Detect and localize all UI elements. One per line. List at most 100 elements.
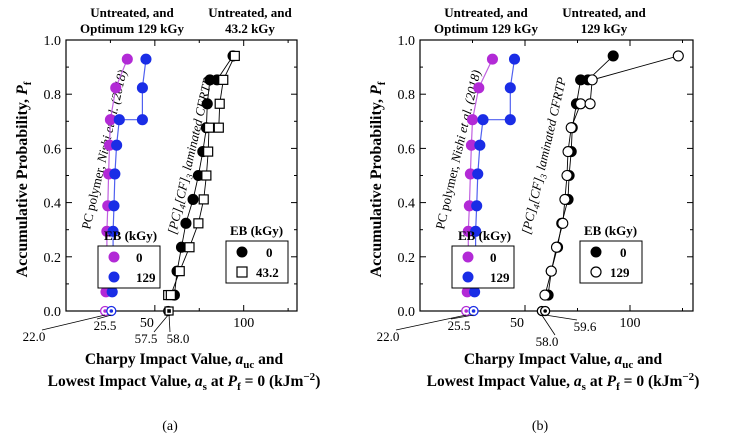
lowest-value-marker-dot: [543, 309, 547, 313]
legend-label: 0: [620, 245, 627, 260]
data-point: [193, 218, 204, 229]
top-label-left: Optimum 129 kGy: [434, 21, 539, 36]
y-axis-label: Accumulative Probability, Pf: [14, 81, 34, 277]
y-tick-label: 0.8: [398, 88, 416, 103]
data-point: [545, 265, 557, 277]
leader-line: [450, 314, 474, 320]
data-point: [121, 53, 133, 65]
y-tick-label: 0.6: [398, 142, 416, 157]
legend-title: EB (kGy): [104, 228, 157, 243]
x-axis-label-line1: Charpy Impact Value, auc and: [464, 351, 663, 371]
legend-marker: [108, 251, 120, 263]
legend-marker: [462, 271, 474, 283]
top-label-left: Untreated, and: [444, 5, 528, 20]
data-point: [504, 82, 516, 94]
top-label-right: 129 kGy: [581, 21, 628, 36]
x-axis-label-line2: Lowest Impact Value, as at Pf = 0 (kJm−2…: [427, 371, 700, 393]
y-axis-label: Accumulative Probability, Pf: [368, 81, 388, 277]
top-label-right: 43.2 kGy: [225, 21, 275, 36]
legend-label: 129: [136, 270, 156, 285]
leader-line: [96, 314, 112, 320]
data-point: [214, 98, 225, 109]
legend-marker: [590, 246, 602, 258]
data-point: [557, 217, 569, 229]
data-point: [470, 225, 482, 237]
data-point: [559, 193, 571, 205]
x-tick-label: 50: [140, 316, 154, 331]
legend-label: 0: [490, 250, 497, 265]
legend-box: [579, 240, 643, 284]
data-point: [113, 114, 125, 126]
data-point: [108, 200, 120, 212]
data-point: [550, 241, 563, 253]
data-point: [466, 114, 479, 126]
y-tick-label: 0.0: [44, 305, 62, 320]
data-point: [584, 98, 596, 110]
leader-line: [153, 314, 169, 333]
legend-marker: [236, 246, 248, 258]
legend-title: EB (kGy): [230, 223, 283, 238]
data-point: [165, 289, 176, 301]
lowest-value-label: 22.0: [377, 329, 400, 344]
top-label-left: Optimum 129 kGy: [80, 21, 185, 36]
data-point: [473, 82, 485, 94]
legend-marker: [108, 271, 120, 283]
data-point: [184, 242, 195, 253]
lowest-value-label: 59.6: [574, 319, 597, 334]
data-point: [565, 122, 577, 134]
y-tick-label: 0.6: [44, 142, 62, 157]
legend-marker: [236, 266, 248, 278]
lowest-value-label: 25.5: [94, 318, 117, 333]
data-point: [107, 225, 119, 237]
data-point: [562, 146, 574, 158]
x-tick-label: 100: [233, 316, 254, 331]
y-tick-label: 1.0: [44, 34, 62, 49]
lowest-value-marker-dot: [103, 309, 107, 313]
lowest-value-marker-dot: [471, 309, 476, 313]
data-point: [504, 114, 516, 126]
data-point: [575, 98, 587, 110]
data-point: [136, 82, 148, 94]
x-axis-label-line1: Charpy Impact Value, auc and: [85, 351, 284, 371]
lowest-value-label: 25.5: [448, 318, 471, 333]
legend-label: 129: [490, 270, 510, 285]
data-point: [539, 289, 551, 301]
data-point: [229, 50, 240, 62]
legend-marker: [590, 266, 602, 278]
legend-box: [225, 240, 289, 284]
data-point: [174, 266, 185, 277]
panel-b: 0.0 0.2 0.4 0.6 0.8 1.0 50 100 Accumulative Prob…: [368, 5, 699, 434]
leader-line: [541, 314, 556, 336]
data-point: [201, 170, 212, 181]
legend-label: 0: [136, 250, 143, 265]
leader-line: [168, 314, 171, 333]
lowest-value-label: 58.0: [167, 331, 190, 346]
data-point: [203, 122, 215, 133]
leader-line: [545, 314, 578, 321]
x-axis-label-line2: Lowest Impact Value, as at Pf = 0 (kJm−2…: [48, 371, 321, 393]
data-point: [198, 194, 209, 205]
legend-label: 0: [266, 245, 273, 260]
lowest-value-marker-dot: [109, 309, 114, 313]
data-point: [203, 146, 214, 157]
leader-line: [41, 314, 106, 331]
legend-title: EB (kGy): [584, 223, 637, 238]
y-tick-label: 0.4: [44, 197, 62, 212]
data-point: [140, 53, 152, 65]
data-point: [109, 168, 121, 180]
data-point: [180, 217, 192, 229]
top-label-right: Untreated, and: [562, 5, 646, 20]
data-point: [561, 169, 573, 182]
data-point: [672, 50, 684, 62]
data-point: [218, 74, 229, 85]
data-point: [110, 82, 122, 94]
panel-a: 0.0 0.2 0.4 0.6 0.8 1.0 50 100 Accumulative Prob…: [14, 5, 320, 434]
lowest-value-marker-dot: [167, 309, 171, 313]
panel-label: (b): [532, 419, 549, 434]
data-point: [474, 139, 486, 151]
y-tick-label: 0.8: [44, 88, 62, 103]
y-tick-label: 0.4: [398, 197, 416, 212]
legend-label: 43.2: [256, 265, 279, 280]
top-label-right: Untreated, and: [208, 5, 292, 20]
